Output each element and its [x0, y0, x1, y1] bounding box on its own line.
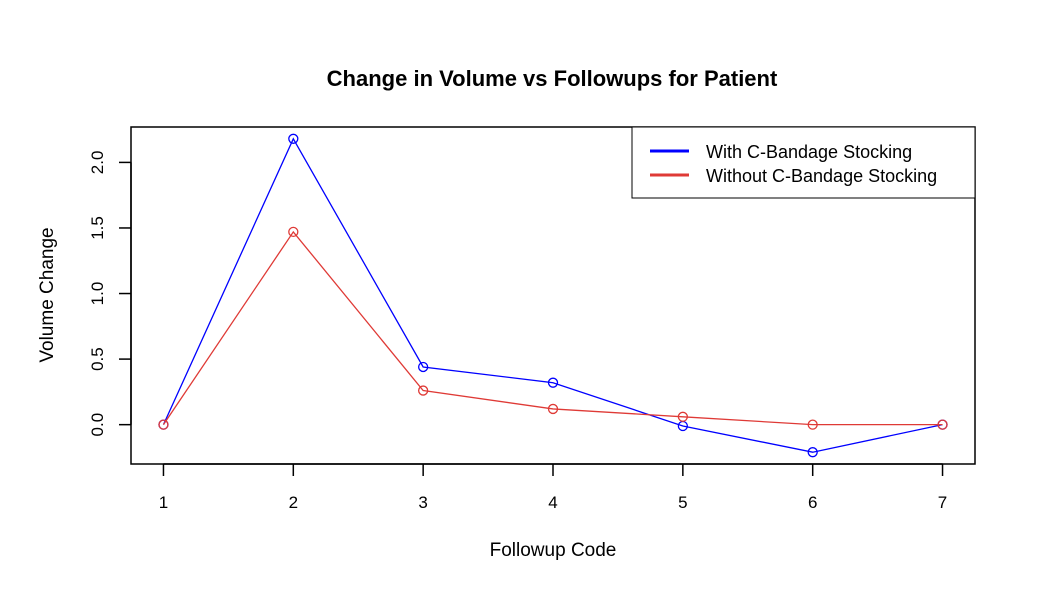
data-point — [418, 361, 429, 373]
x-tick-label: 3 — [418, 493, 427, 512]
y-tick-label: 1.0 — [88, 282, 107, 306]
y-tick-label: 2.0 — [88, 151, 107, 175]
x-axis: 1 2 3 4 5 6 7 — [159, 463, 947, 512]
data-point — [677, 411, 688, 422]
y-axis-label: Volume Change — [37, 227, 58, 362]
y-tick-label: 1.5 — [88, 216, 107, 240]
series-line — [162, 137, 943, 453]
series-1 — [158, 226, 948, 430]
legend-box — [631, 126, 976, 199]
data-point — [547, 403, 559, 415]
data-point — [288, 226, 299, 238]
series-line — [162, 230, 943, 426]
data-point — [288, 133, 299, 144]
x-axis-label: Followup Code — [490, 540, 617, 561]
data-point — [807, 419, 818, 430]
data-point — [547, 377, 559, 388]
data-point — [937, 419, 948, 430]
legend-label-without: Without C-Bandage Stocking — [706, 166, 937, 186]
legend-label-with: With C-Bandage Stocking — [706, 142, 912, 162]
y-axis: 0.0 0.5 1.0 1.5 2.0 — [88, 151, 132, 437]
data-point — [807, 447, 818, 458]
chart-title: Change in Volume vs Followups for Patien… — [327, 66, 778, 91]
x-tick-label: 6 — [808, 493, 817, 512]
data-point — [418, 385, 429, 396]
series-layer — [158, 133, 948, 458]
legend: With C-Bandage Stocking Without C-Bandag… — [631, 126, 976, 199]
x-tick-label: 2 — [289, 493, 298, 512]
y-tick-label: 0.0 — [88, 413, 107, 437]
y-tick-label: 0.5 — [88, 347, 107, 371]
data-point — [158, 419, 169, 430]
x-tick-label: 4 — [548, 493, 557, 512]
x-tick-label: 1 — [159, 493, 168, 512]
x-tick-label: 5 — [678, 493, 687, 512]
x-tick-label: 7 — [938, 493, 947, 512]
